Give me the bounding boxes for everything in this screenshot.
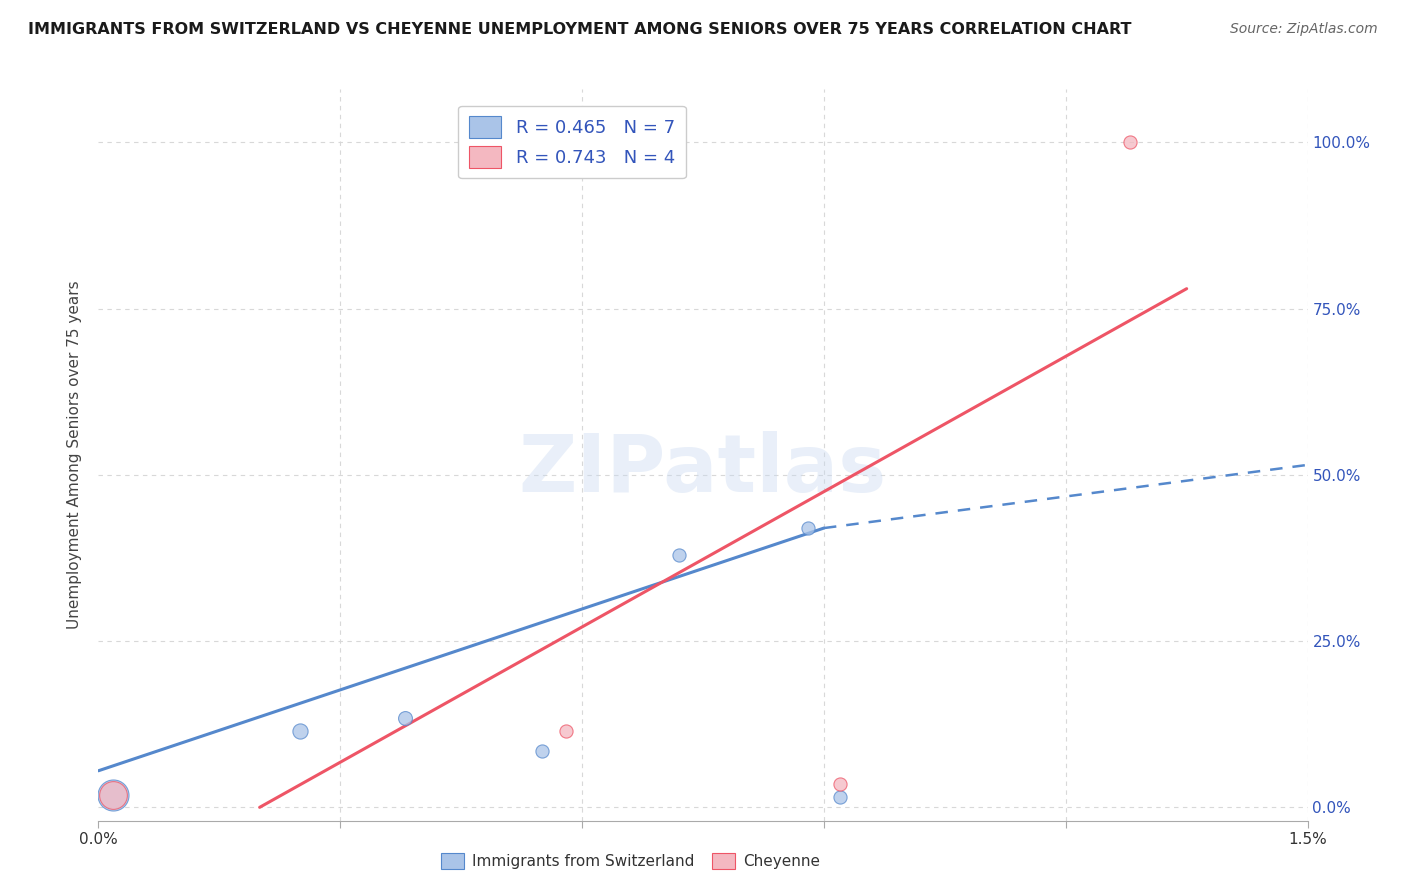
Point (101, 789, 124, 803)
Point (1119, 136, 1142, 150)
Point (530, 744, 553, 758)
Text: Source: ZipAtlas.com: Source: ZipAtlas.com (1230, 22, 1378, 37)
Legend: Immigrants from Switzerland, Cheyenne: Immigrants from Switzerland, Cheyenne (434, 847, 825, 875)
Point (288, 723, 311, 738)
Point (668, 548, 690, 562)
Y-axis label: Unemployment Among Seniors over 75 years: Unemployment Among Seniors over 75 years (67, 281, 83, 629)
Point (101, 789, 124, 803)
Text: IMMIGRANTS FROM SWITZERLAND VS CHEYENNE UNEMPLOYMENT AMONG SENIORS OVER 75 YEARS: IMMIGRANTS FROM SWITZERLAND VS CHEYENNE … (28, 22, 1132, 37)
Text: ZIPatlas: ZIPatlas (519, 431, 887, 508)
Point (555, 723, 578, 738)
Point (394, 710, 416, 724)
Point (828, 777, 851, 791)
Point (797, 521, 820, 535)
Point (828, 790, 851, 805)
